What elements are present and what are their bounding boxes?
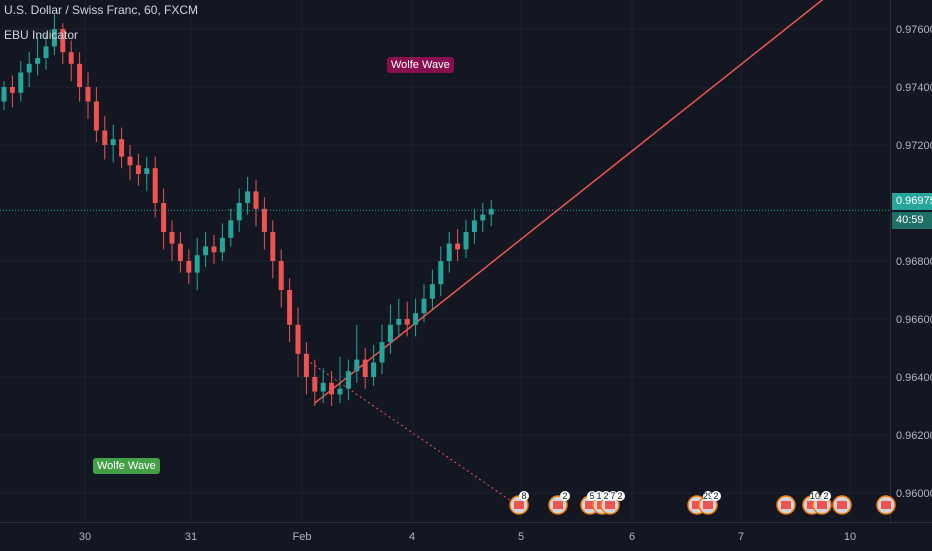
candle-body	[211, 246, 217, 253]
candle-body	[320, 382, 326, 392]
candle-body	[371, 362, 377, 377]
candle-body	[396, 319, 402, 325]
candle-body	[421, 298, 427, 314]
candle-body	[60, 29, 66, 53]
candle-body	[404, 319, 410, 325]
candle-body	[245, 191, 251, 203]
candle-body	[186, 261, 192, 273]
candle-body	[102, 130, 108, 145]
candle-body	[43, 46, 49, 58]
time-axis[interactable]	[0, 522, 932, 551]
candle-body	[228, 220, 234, 238]
candle-body	[77, 63, 83, 87]
candle-countdown: 40:59	[892, 212, 932, 229]
candle-body	[194, 255, 200, 273]
wolfe-wave-label-top[interactable]: Wolfe Wave	[387, 57, 454, 73]
wolfe-target-line	[314, 0, 824, 404]
candle-body	[387, 324, 393, 343]
symbol-title[interactable]: U.S. Dollar / Swiss Franc, 60, FXCM	[4, 3, 199, 17]
candle-body	[26, 63, 32, 73]
candle-body	[303, 353, 309, 377]
candle-body	[362, 359, 368, 377]
candle-body	[68, 52, 74, 64]
candle-body	[219, 237, 225, 253]
current-price-tag: 0.96975	[892, 193, 932, 210]
candle-body	[329, 382, 335, 395]
candlestick-series	[1, 14, 494, 406]
candle-body	[177, 243, 183, 261]
grid-lines	[0, 0, 890, 522]
candle-body	[270, 232, 276, 261]
candle-body	[119, 139, 125, 157]
candle-body	[144, 168, 150, 174]
candle-body	[488, 208, 494, 215]
price-axis[interactable]	[890, 0, 932, 550]
wolfe-dotted-line	[306, 359, 526, 511]
wolfe-wave-label-bottom[interactable]: Wolfe Wave	[93, 458, 160, 474]
candle-body	[35, 58, 41, 64]
candle-body	[236, 203, 242, 221]
candle-body	[203, 246, 209, 256]
candle-body	[135, 165, 141, 174]
candle-body	[110, 139, 116, 145]
candle-body	[471, 220, 477, 232]
candle-body	[446, 243, 452, 261]
candle-body	[480, 214, 486, 221]
candle-body	[295, 324, 301, 354]
candle-body	[429, 284, 435, 299]
candle-body	[463, 232, 469, 250]
candle-body	[51, 29, 57, 47]
candle-body	[169, 232, 175, 244]
candle-body	[93, 101, 99, 131]
candle-body	[345, 371, 351, 389]
candle-body	[127, 156, 133, 166]
candle-body	[278, 261, 284, 290]
candle-body	[152, 168, 158, 203]
candle-body	[161, 203, 167, 232]
candle-body	[354, 359, 360, 372]
wolfe-wave-lines	[306, 0, 824, 511]
candle-body	[1, 87, 7, 102]
candle-body	[261, 208, 267, 232]
candle-body	[379, 342, 385, 363]
candle-body	[312, 377, 318, 392]
candle-body	[253, 191, 259, 209]
candle-body	[85, 87, 91, 102]
candle-body	[337, 388, 343, 395]
indicator-label[interactable]: EBU Indicator	[4, 28, 79, 42]
candle-body	[9, 87, 15, 93]
candle-body	[413, 313, 419, 325]
candle-body	[18, 72, 24, 93]
candle-body	[438, 261, 444, 285]
candle-body	[287, 290, 293, 325]
candle-body	[455, 243, 461, 250]
